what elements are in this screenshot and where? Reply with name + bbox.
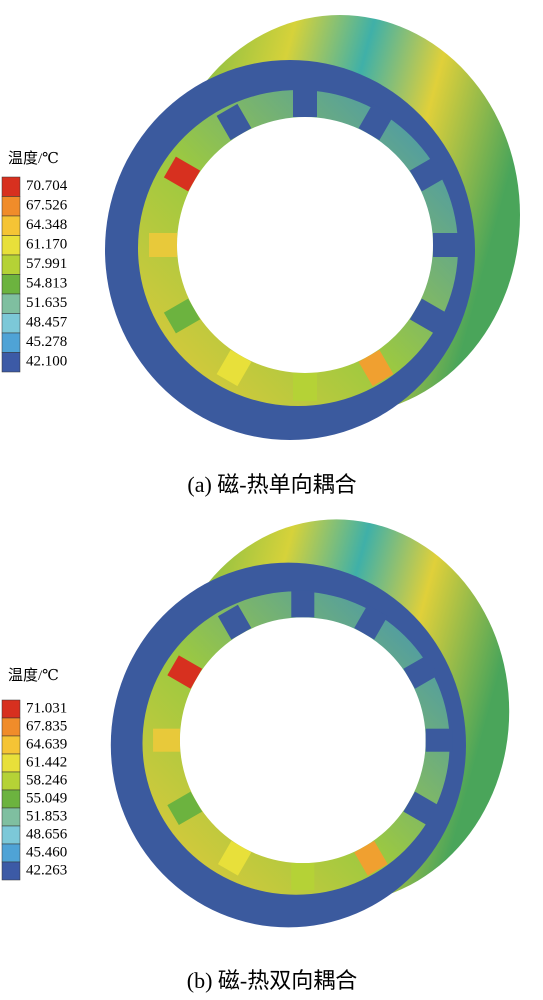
stator-tooth (217, 840, 252, 876)
caption: (b) 磁-热双向耦合 (187, 968, 357, 993)
legend-swatch (1, 699, 21, 719)
stator-model (110, 519, 510, 928)
legend-swatch (1, 861, 21, 881)
bore (179, 617, 426, 864)
stator-tooth (163, 156, 201, 192)
stator-tooth (167, 791, 203, 826)
stator-tooth (291, 863, 315, 890)
stator-tooth (354, 840, 388, 876)
legend-swatch (1, 753, 21, 773)
legend-label: 61.170 (26, 237, 67, 253)
stator-tooth (358, 103, 394, 141)
stator-tooth (409, 298, 447, 334)
legend-label: 64.639 (26, 736, 67, 752)
legend-label: 71.031 (26, 700, 67, 716)
legend-swatch (1, 293, 21, 314)
legend-label: 67.526 (26, 198, 68, 214)
legend-label: 58.246 (26, 772, 68, 788)
stator-tooth (291, 590, 315, 618)
legend-swatch (1, 825, 21, 845)
stator-tooth (293, 373, 317, 401)
legend-swatch (1, 807, 21, 827)
legend-label: 51.853 (26, 808, 67, 824)
legend-label: 45.278 (26, 334, 67, 350)
stator-tooth (149, 233, 177, 257)
stator-tooth (433, 233, 461, 257)
legend-swatch (1, 843, 21, 863)
legend-label: 48.656 (26, 826, 68, 842)
legend-swatch (1, 771, 21, 791)
legend-title: 温度/℃ (8, 667, 59, 684)
legend-label: 67.835 (26, 718, 67, 734)
stator-model (105, 15, 520, 440)
legend-label: 61.442 (26, 754, 67, 770)
legend-label: 42.100 (26, 354, 67, 370)
legend-swatch (1, 176, 21, 197)
stator-tooth (216, 103, 252, 141)
legend-label: 64.348 (26, 217, 67, 233)
stator-tooth (216, 349, 252, 387)
legend-swatch (1, 717, 21, 737)
stator-tooth (358, 349, 394, 387)
stator-tooth (409, 156, 447, 192)
legend-swatch (1, 352, 21, 373)
stator-tooth (167, 655, 203, 689)
stator-tooth (425, 728, 453, 752)
legend-swatch (1, 332, 21, 353)
stator-tooth (354, 604, 388, 640)
stator-tooth (403, 791, 439, 826)
legend-label: 54.813 (26, 276, 67, 292)
stator-tooth (293, 89, 317, 117)
legend-swatch (1, 735, 21, 755)
legend-label: 55.049 (26, 790, 67, 806)
legend-swatch (1, 235, 21, 256)
stator-tooth (153, 728, 180, 752)
stator-tooth (217, 604, 252, 640)
legend-swatch (1, 215, 21, 236)
legend-swatch (1, 274, 21, 295)
legend-title: 温度/℃ (8, 150, 59, 167)
bore (177, 117, 433, 373)
legend-label: 51.635 (26, 295, 67, 311)
legend-label: 57.991 (26, 256, 67, 272)
stator-tooth (163, 298, 201, 334)
caption: (a) 磁-热单向耦合 (187, 472, 356, 497)
legend-label: 45.460 (26, 844, 67, 860)
legend-label: 48.457 (26, 315, 68, 331)
legend-label: 70.704 (26, 178, 68, 194)
legend-swatch (1, 789, 21, 809)
stator-tooth (403, 655, 439, 689)
legend-swatch (1, 313, 21, 334)
legend-swatch (1, 254, 21, 275)
legend-label: 42.263 (26, 862, 67, 878)
legend-swatch (1, 196, 21, 217)
